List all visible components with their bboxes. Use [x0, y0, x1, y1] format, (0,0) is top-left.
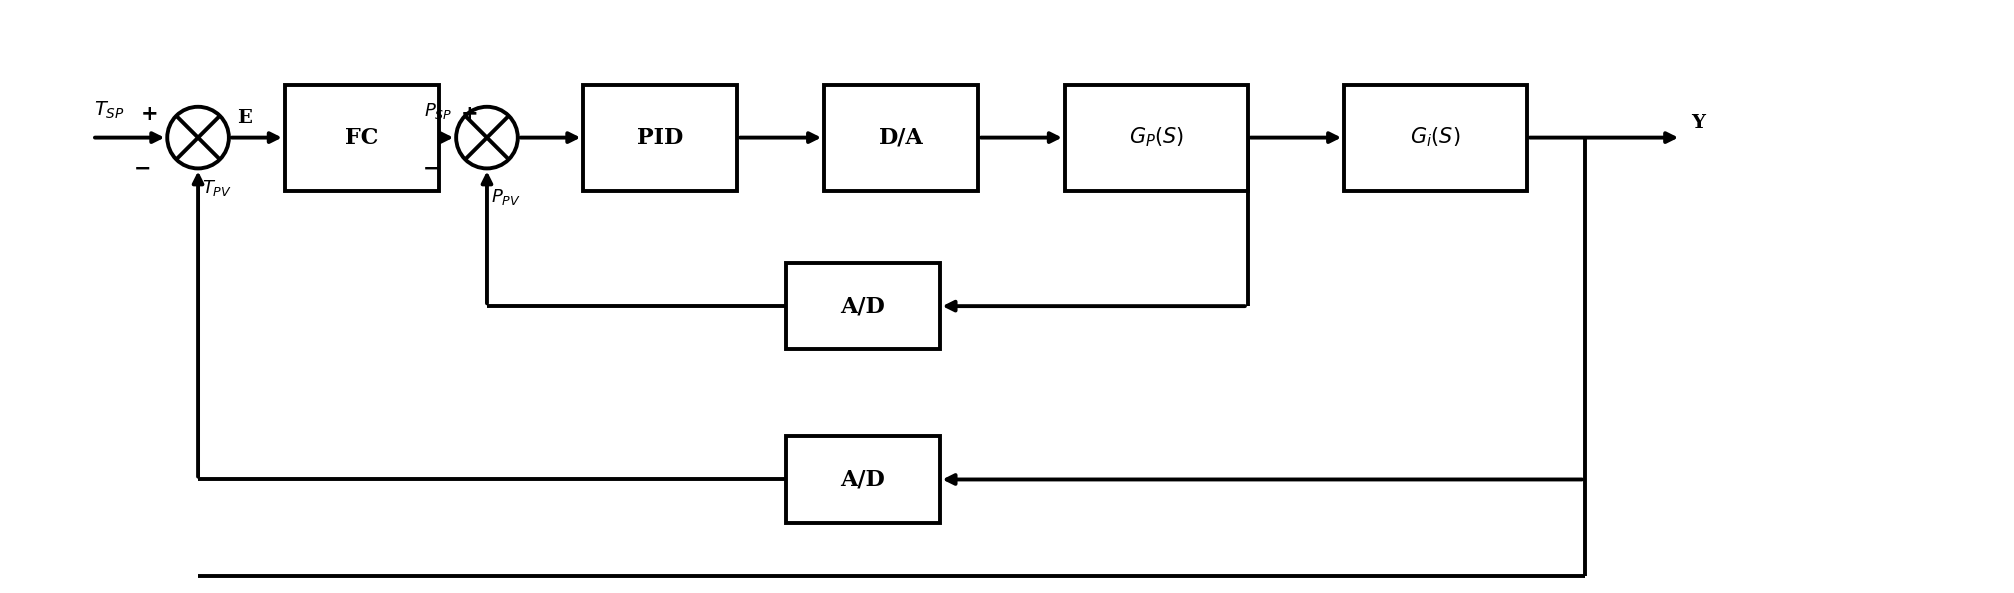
Bar — [824, 85, 979, 190]
Text: $P_{SP}$: $P_{SP}$ — [425, 101, 453, 120]
Text: $T_{SP}$: $T_{SP}$ — [95, 100, 125, 122]
Bar — [584, 85, 737, 190]
Text: $G_P(S)$: $G_P(S)$ — [1128, 126, 1184, 149]
Text: +: + — [461, 104, 479, 123]
Text: $P_{PV}$: $P_{PV}$ — [491, 187, 522, 208]
Text: Y: Y — [1690, 114, 1704, 132]
Text: FC: FC — [344, 126, 379, 149]
Text: D/A: D/A — [878, 126, 924, 149]
Text: $T_{PV}$: $T_{PV}$ — [201, 178, 232, 197]
Bar — [1343, 85, 1527, 190]
Text: −: − — [423, 158, 439, 178]
Text: E: E — [236, 109, 252, 127]
Text: $G_i(S)$: $G_i(S)$ — [1410, 126, 1460, 149]
Text: A/D: A/D — [840, 468, 884, 490]
Bar — [284, 85, 439, 190]
Text: +: + — [141, 104, 157, 123]
Text: A/D: A/D — [840, 295, 884, 317]
Bar — [785, 436, 941, 523]
Text: −: − — [133, 158, 151, 178]
Text: PID: PID — [636, 126, 683, 149]
Bar — [785, 263, 941, 349]
Bar — [1065, 85, 1249, 190]
